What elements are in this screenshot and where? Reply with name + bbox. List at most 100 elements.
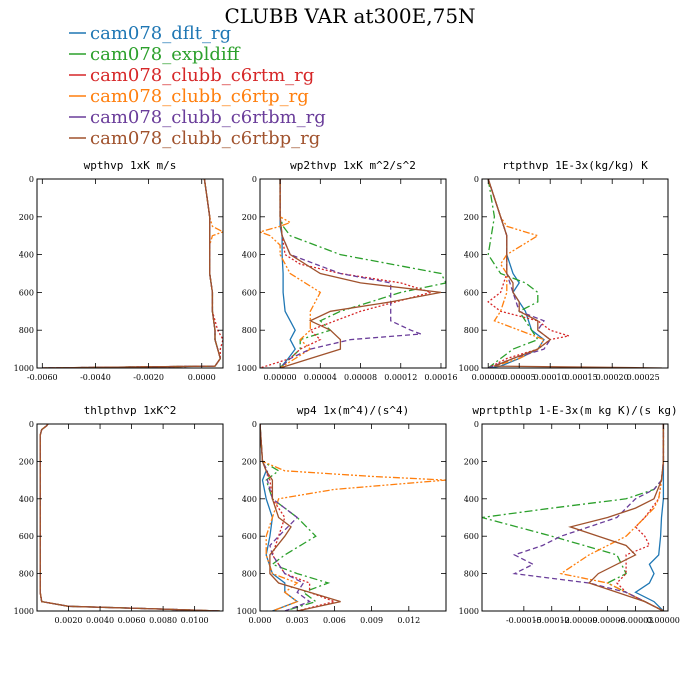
x-tick-label: 0.00020 xyxy=(596,373,629,382)
x-tick-label: 0.0100 xyxy=(181,616,209,625)
y-tick-label: 800 xyxy=(242,570,257,579)
x-tick-label: 0.0000 xyxy=(188,373,216,382)
x-tick-label: 0.012 xyxy=(397,616,420,625)
x-tick-label: 0.009 xyxy=(360,616,383,625)
x-tick-label: 0.0060 xyxy=(118,616,146,625)
x-tick-label: 0.000 xyxy=(249,616,272,625)
y-tick-label: 200 xyxy=(19,213,34,222)
x-tick-label: -0.00009 xyxy=(562,616,598,625)
subplot-title: thlpthvp 1xK^2 xyxy=(84,404,177,417)
x-tick-label: 0.0020 xyxy=(55,616,83,625)
y-tick-label: 0 xyxy=(474,420,479,429)
legend-label: cam078_clubb_c6rtbp_rg xyxy=(90,128,320,149)
y-tick-label: 400 xyxy=(242,495,257,504)
y-tick-label: 400 xyxy=(19,495,34,504)
series-line-cam078_clubb_c6rtp_rg xyxy=(42,179,223,368)
legend-item: cam078_clubb_c6rtp_rg xyxy=(69,86,309,107)
x-tick-label: -0.00015 xyxy=(506,616,542,625)
y-tick-label: 800 xyxy=(464,570,479,579)
series-line-cam078_expldiff xyxy=(42,179,222,368)
series-line-cam078_clubb_c6rtbm_rg xyxy=(39,424,220,611)
x-tick-label: 0.00000 xyxy=(472,373,505,382)
y-tick-label: 600 xyxy=(19,288,34,297)
x-tick-label: 0.00008 xyxy=(344,373,377,382)
y-tick-label: 800 xyxy=(19,570,34,579)
x-tick-label: -0.00003 xyxy=(618,616,654,625)
series-line-cam078_clubb_c6rtbm_rg xyxy=(512,424,665,611)
y-tick-label: 0 xyxy=(252,420,257,429)
series-line-cam078_dflt_rg xyxy=(279,179,296,368)
series-line-cam078_clubb_c6rtbp_rg xyxy=(39,424,220,611)
legend-label: cam078_dflt_rg xyxy=(90,23,231,44)
x-tick-label: 0.00015 xyxy=(565,373,598,382)
y-tick-label: 600 xyxy=(242,532,257,541)
series-line-cam078_expldiff xyxy=(39,424,220,611)
y-tick-label: 1000 xyxy=(459,607,479,616)
y-tick-label: 0 xyxy=(29,175,34,184)
x-tick-label: -0.0060 xyxy=(27,373,58,382)
y-tick-label: 400 xyxy=(19,251,34,260)
series-line-cam078_clubb_c6rtp_rg xyxy=(559,424,665,611)
subplot: wpthvp 1xK m/s 0 200 400 600 800 1000-0.0060 -0… xyxy=(14,159,224,382)
y-tick-label: 600 xyxy=(19,532,34,541)
subplot-title: wprtpthlp 1-E-3x(m kg K)/(s kg) xyxy=(472,404,677,417)
series-line-cam078_dflt_rg xyxy=(39,424,220,611)
series-line-cam078_dflt_rg xyxy=(42,179,222,368)
x-tick-label: 0.006 xyxy=(323,616,346,625)
x-tick-label: -0.00006 xyxy=(590,616,626,625)
subplot: wp2thvp 1xK m^2/s^2 0 200 400 600 800 1000 0.00… xyxy=(237,159,458,382)
legend-item: cam078_dflt_rg xyxy=(69,23,231,44)
subplot-title: wp4 1x(m^4)/(s^4) xyxy=(297,404,410,417)
series-line-cam078_clubb_c6rtbm_rg xyxy=(260,424,311,611)
legend-label: cam078_expldiff xyxy=(90,44,241,65)
y-tick-label: 600 xyxy=(464,288,479,297)
series-line-cam078_clubb_c6rtp_rg xyxy=(260,424,446,611)
series-line-cam078_expldiff xyxy=(260,424,331,611)
x-tick-label: 0.00004 xyxy=(304,373,337,382)
x-tick-label: -0.00012 xyxy=(534,616,570,625)
figure-title: CLUBB VAR at300E,75N xyxy=(224,4,475,28)
y-tick-label: 200 xyxy=(464,213,479,222)
x-tick-label: 0.00012 xyxy=(384,373,417,382)
series-line-cam078_expldiff xyxy=(279,179,446,368)
x-tick-label: 0.0040 xyxy=(86,616,114,625)
series-line-cam078_clubb_c6rtp_rg xyxy=(260,179,322,368)
series-line-cam078_clubb_c6rtp_rg xyxy=(487,179,545,368)
plot-frame xyxy=(481,423,669,612)
y-tick-label: 0 xyxy=(29,420,34,429)
y-tick-label: 400 xyxy=(242,251,257,260)
y-tick-label: 1000 xyxy=(237,607,257,616)
legend-label: cam078_clubb_c6rtp_rg xyxy=(90,86,309,107)
plot-frame xyxy=(481,178,669,369)
subplot-title: wp2thvp 1xK m^2/s^2 xyxy=(290,159,416,172)
y-tick-label: 800 xyxy=(19,326,34,335)
y-tick-label: 800 xyxy=(242,326,257,335)
y-tick-label: 200 xyxy=(242,457,257,466)
subplot: rtpthvp 1E-3x(kg/kg) K020040060080010000… xyxy=(459,159,669,382)
y-tick-label: 200 xyxy=(19,457,34,466)
x-tick-label: 0.00025 xyxy=(627,373,660,382)
x-tick-label: 0.003 xyxy=(286,616,309,625)
y-tick-label: 400 xyxy=(464,251,479,260)
legend-item: cam078_expldiff xyxy=(69,44,241,65)
subplot-title: rtpthvp 1E-3x(kg/kg) K xyxy=(502,159,648,172)
y-tick-label: 800 xyxy=(464,326,479,335)
x-tick-label: -0.0020 xyxy=(133,373,164,382)
x-tick-label: 0.00016 xyxy=(424,373,457,382)
series-line-cam078_clubb_c6rtm_rg xyxy=(260,179,434,368)
subplot: wprtpthlp 1-E-3x(m kg K)/(s kg) 0 200 400 60… xyxy=(459,404,680,625)
series-line-cam078_clubb_c6rtp_rg xyxy=(39,424,220,611)
y-tick-label: 600 xyxy=(242,288,257,297)
series-line-cam078_clubb_c6rtbp_rg xyxy=(279,179,442,368)
y-tick-label: 1000 xyxy=(237,364,257,373)
series-line-cam078_dflt_rg xyxy=(634,424,665,611)
x-tick-label: 0.00000 xyxy=(647,616,680,625)
series-line-cam078_clubb_c6rtm_rg xyxy=(615,424,665,611)
subplot-title: wpthvp 1xK m/s xyxy=(84,159,177,172)
y-tick-label: 200 xyxy=(464,457,479,466)
x-tick-label: -0.0040 xyxy=(80,373,111,382)
plot-frame xyxy=(259,423,447,612)
y-tick-label: 200 xyxy=(242,213,257,222)
